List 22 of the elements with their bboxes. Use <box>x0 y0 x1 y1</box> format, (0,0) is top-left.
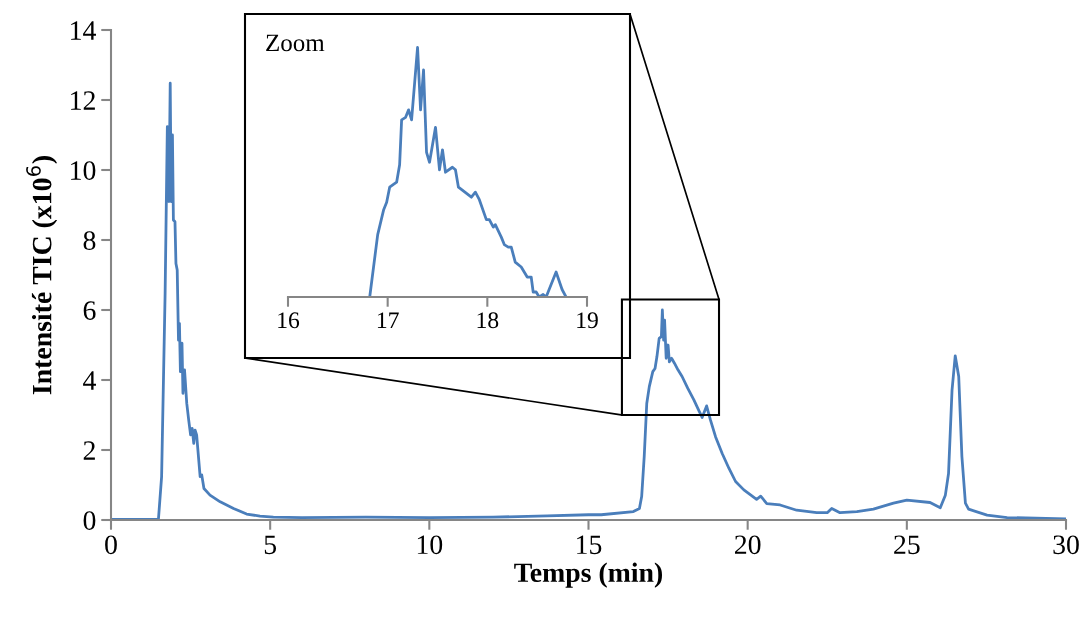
y-tick-label: 6 <box>83 301 96 320</box>
x-tick-label: 15 <box>577 535 602 555</box>
y-tick-label: 4 <box>83 371 96 390</box>
x-tick-label: 19 <box>577 312 598 329</box>
x-axis-title: Temps (min) <box>514 562 663 588</box>
x-tick-label: 0 <box>105 535 117 555</box>
annotation: Zoom <box>266 34 325 52</box>
y-tick-label: 0 <box>83 511 96 530</box>
x-tick-label: 17 <box>377 312 399 328</box>
x-tick-label: 18 <box>477 312 499 329</box>
x-tick-label: 10 <box>417 535 443 555</box>
y-tick-label: 10 <box>71 161 96 180</box>
x-tick-label: 25 <box>894 535 920 555</box>
y-axis-title: Intensité TIC (x10$^{6}$) <box>26 156 58 395</box>
y-tick-label: 8 <box>83 231 96 250</box>
y-tick-label: 14 <box>71 21 96 40</box>
x-tick-label: 20 <box>735 535 761 555</box>
y-tick-label: 2 <box>83 441 95 460</box>
x-tick-label: 30 <box>1053 535 1079 555</box>
y-tick-label: 12 <box>71 91 95 110</box>
x-tick-label: 5 <box>264 535 277 555</box>
x-tick-label: 16 <box>278 312 300 329</box>
